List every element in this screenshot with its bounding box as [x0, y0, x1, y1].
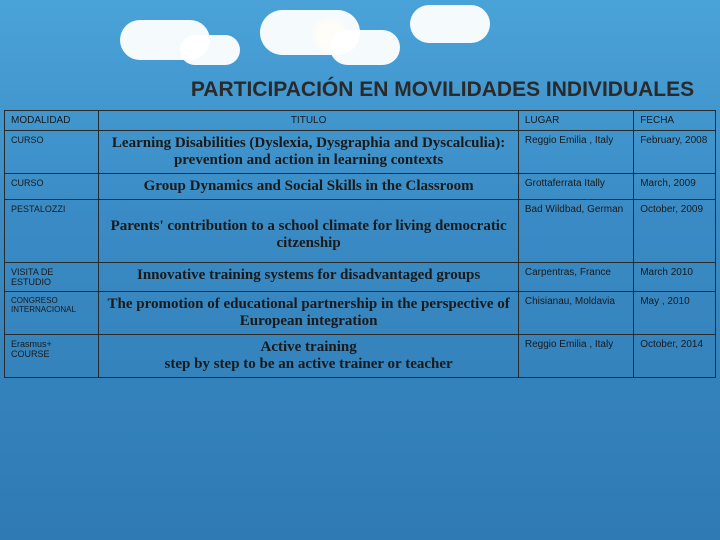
cell-titulo: The promotion of educational partnership…: [99, 292, 518, 335]
cell-modalidad: Erasmus+ COURSE: [5, 335, 99, 378]
table-row: Erasmus+ COURSE Active trainingstep by s…: [5, 335, 716, 378]
table-row: CONGRESO INTERNACIONAL The promotion of …: [5, 292, 716, 335]
cell-modalidad: VISITA DE ESTUDIO: [5, 263, 99, 292]
table-row: CURSO Group Dynamics and Social Skills i…: [5, 174, 716, 200]
decorative-clouds: [0, 0, 720, 80]
cell-fecha: February, 2008: [634, 131, 716, 174]
header-fecha: FECHA: [634, 111, 716, 131]
cell-fecha: October, 2014: [634, 335, 716, 378]
header-modalidad: MODALIDAD: [5, 111, 99, 131]
table-row: VISITA DE ESTUDIO Innovative training sy…: [5, 263, 716, 292]
cell-lugar: Reggio Emilia , Italy: [518, 131, 633, 174]
cell-fecha: October, 2009: [634, 200, 716, 263]
cell-lugar: Chisianau, Moldavia: [518, 292, 633, 335]
cell-modalidad: CURSO: [5, 131, 99, 174]
table-header-row: MODALIDAD TITULO LUGAR FECHA: [5, 111, 716, 131]
cell-titulo: Active trainingstep by step to be an act…: [99, 335, 518, 378]
cell-fecha: March, 2009: [634, 174, 716, 200]
cell-lugar: Grottaferrata Itally: [518, 174, 633, 200]
cell-modalidad: CONGRESO INTERNACIONAL: [5, 292, 99, 335]
cell-modalidad: CURSO: [5, 174, 99, 200]
cell-fecha: May , 2010: [634, 292, 716, 335]
cell-titulo: Parents' contribution to a school climat…: [99, 200, 518, 263]
page-title: PARTICIPACIÓN EN MOVILIDADES INDIVIDUALE…: [0, 78, 720, 102]
header-lugar: LUGAR: [518, 111, 633, 131]
cell-modalidad: PESTALOZZI: [5, 200, 99, 263]
cell-lugar: Carpentras, France: [518, 263, 633, 292]
mobility-table: MODALIDAD TITULO LUGAR FECHA CURSO Learn…: [4, 110, 716, 378]
cell-fecha: March 2010: [634, 263, 716, 292]
header-titulo: TITULO: [99, 111, 518, 131]
table-row: PESTALOZZI Parents' contribution to a sc…: [5, 200, 716, 263]
cell-titulo: Learning Disabilities (Dyslexia, Dysgrap…: [99, 131, 518, 174]
cell-lugar: Bad Wildbad, German: [518, 200, 633, 263]
cell-lugar: Reggio Emilia , Italy: [518, 335, 633, 378]
table-row: CURSO Learning Disabilities (Dyslexia, D…: [5, 131, 716, 174]
cell-titulo: Innovative training systems for disadvan…: [99, 263, 518, 292]
cell-titulo: Group Dynamics and Social Skills in the …: [99, 174, 518, 200]
